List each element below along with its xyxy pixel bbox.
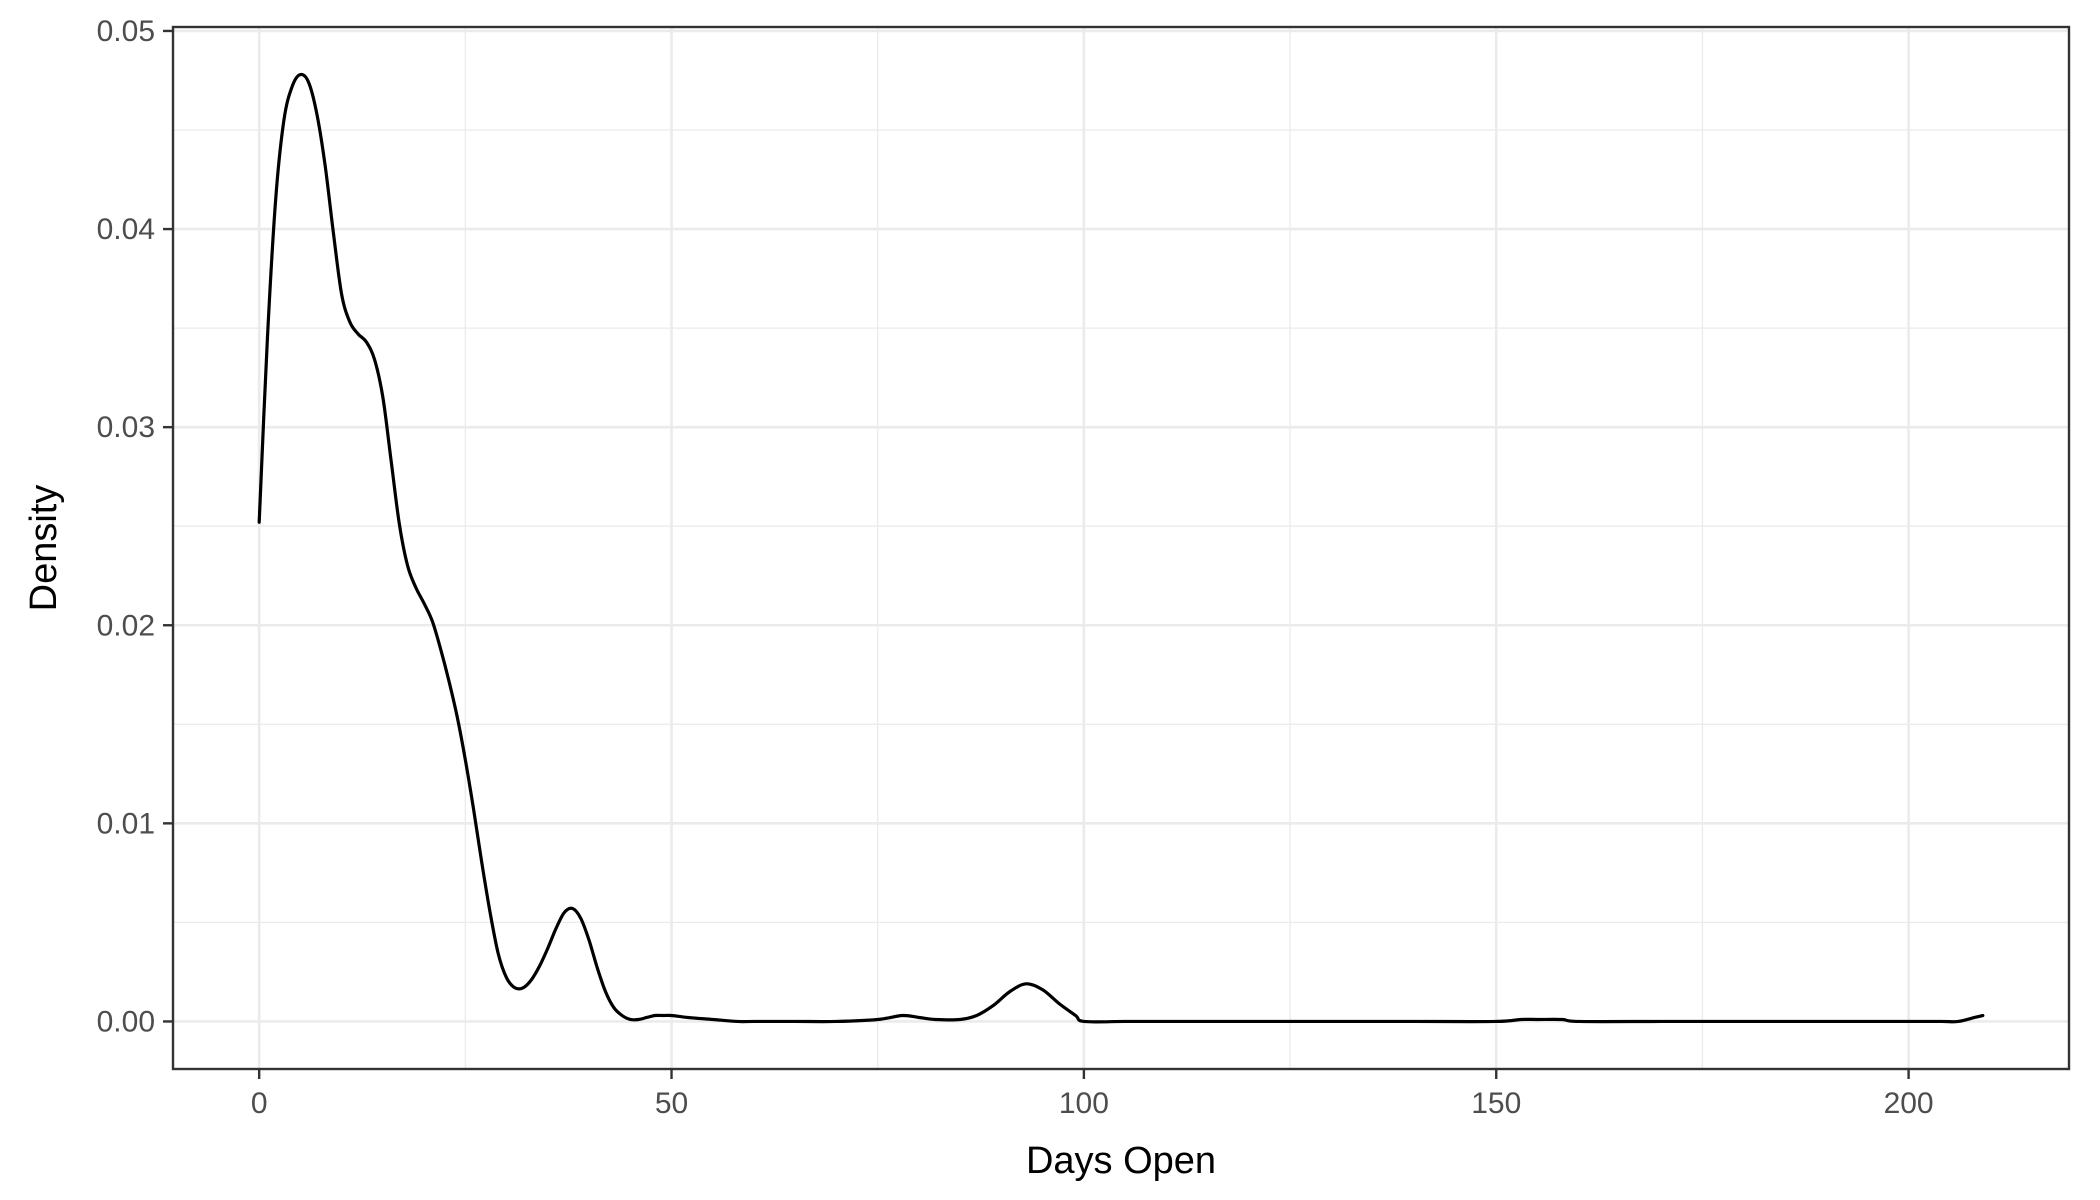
y-tick-label: 0.04 — [97, 213, 155, 246]
x-tick-label: 150 — [1471, 1087, 1521, 1120]
density-curve — [257, 72, 1985, 1024]
panel-background — [173, 27, 2069, 1069]
x-axis-title: Days Open — [1026, 1140, 1216, 1182]
y-axis-title: Density — [23, 485, 65, 612]
x-tick-label: 200 — [1884, 1087, 1934, 1120]
x-axis-ticks: 0 50 100 150 200 — [251, 1069, 1934, 1120]
y-axis-ticks: 0.00 0.01 0.02 0.03 0.04 0.05 — [97, 15, 173, 1038]
x-tick-label: 50 — [655, 1087, 688, 1120]
x-tick-label: 100 — [1059, 1087, 1109, 1120]
y-tick-label: 0.03 — [97, 411, 155, 444]
panel-border — [171, 25, 2071, 1071]
minor-gridlines — [173, 27, 2069, 1069]
y-tick-label: 0.02 — [97, 609, 155, 642]
major-gridlines — [173, 27, 2069, 1069]
y-tick-label: 0.00 — [97, 1005, 155, 1038]
x-tick-label: 0 — [251, 1087, 268, 1120]
y-tick-label: 0.01 — [97, 807, 155, 840]
y-tick-label: 0.05 — [97, 15, 155, 48]
